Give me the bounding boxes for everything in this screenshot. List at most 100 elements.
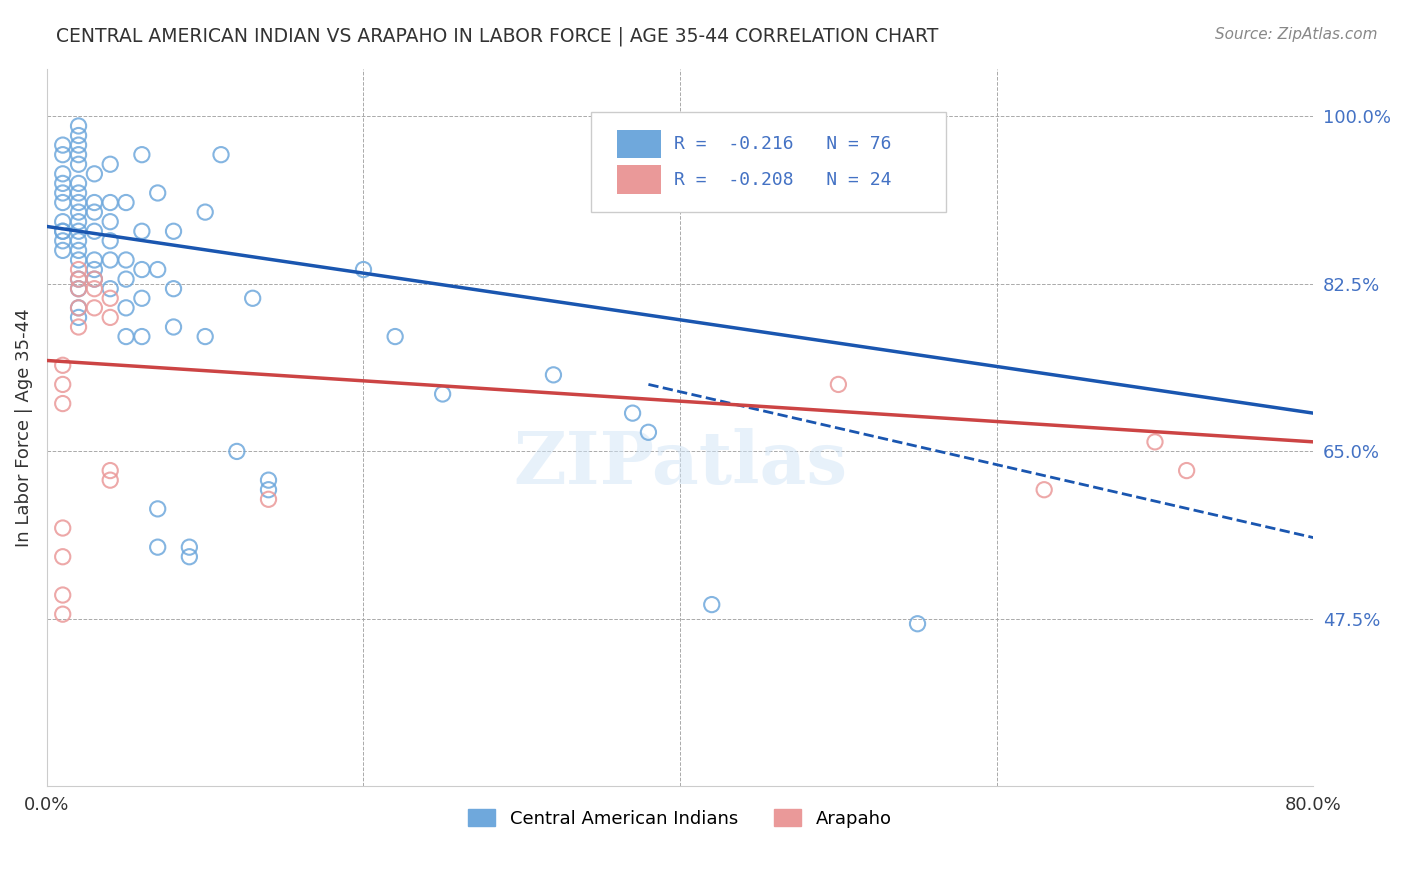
Point [67,252,90,267]
Point [98,282,121,296]
Point [131,291,153,305]
Point [67,215,90,229]
Text: R =  -0.216   N = 76: R = -0.216 N = 76 [673,135,891,153]
Point [52,359,75,373]
Point [179,540,201,554]
Point [52,167,75,181]
Text: Source: ZipAtlas.com: Source: ZipAtlas.com [1215,27,1378,42]
Point [621,406,644,420]
Point [98,195,121,210]
Point [83,252,105,267]
Point [52,147,75,161]
Point [131,224,153,238]
Point [67,177,90,191]
Point [98,310,121,325]
Point [1143,434,1166,449]
Point [98,252,121,267]
Point [384,329,406,343]
Point [98,473,121,487]
Y-axis label: In Labor Force | Age 35-44: In Labor Force | Age 35-44 [15,309,32,547]
Point [67,272,90,286]
Point [83,272,105,286]
Point [52,177,75,191]
Point [131,262,153,277]
Point [83,282,105,296]
Point [52,521,75,535]
Point [83,167,105,181]
Point [162,224,184,238]
Legend: Central American Indians, Arapaho: Central American Indians, Arapaho [461,802,898,835]
Point [115,252,138,267]
Point [67,224,90,238]
Point [67,234,90,248]
Point [52,186,75,200]
Text: CENTRAL AMERICAN INDIAN VS ARAPAHO IN LABOR FORCE | AGE 35-44 CORRELATION CHART: CENTRAL AMERICAN INDIAN VS ARAPAHO IN LA… [56,27,939,46]
Point [67,272,90,286]
Point [67,310,90,325]
Point [67,262,90,277]
Point [146,186,169,200]
FancyBboxPatch shape [617,129,661,158]
Point [146,501,169,516]
Point [52,549,75,564]
Point [83,262,105,277]
Point [98,234,121,248]
Point [115,195,138,210]
Point [83,301,105,315]
Point [131,147,153,161]
Point [353,262,375,277]
Point [432,387,454,401]
Point [83,195,105,210]
Point [83,205,105,219]
Point [146,262,169,277]
Point [67,119,90,133]
Point [907,616,929,631]
Point [52,224,75,238]
Point [52,138,75,153]
Point [67,282,90,296]
Point [257,473,280,487]
Point [67,138,90,153]
Point [67,186,90,200]
Point [83,224,105,238]
Point [67,147,90,161]
Point [209,147,232,161]
Text: ZIPatlas: ZIPatlas [513,428,848,499]
Point [52,234,75,248]
Point [52,224,75,238]
Point [52,588,75,602]
FancyBboxPatch shape [617,165,661,194]
Point [242,291,264,305]
Point [67,157,90,171]
Point [131,329,153,343]
Point [543,368,565,382]
Point [67,301,90,315]
Point [115,301,138,315]
Point [637,425,659,440]
Point [52,215,75,229]
Point [700,598,723,612]
Point [1033,483,1056,497]
Point [98,291,121,305]
Point [194,329,217,343]
Point [179,549,201,564]
Point [67,320,90,334]
Point [67,301,90,315]
Point [98,157,121,171]
Point [1175,464,1198,478]
Point [162,320,184,334]
Point [146,540,169,554]
Point [67,282,90,296]
Point [98,215,121,229]
Text: R =  -0.208   N = 24: R = -0.208 N = 24 [673,170,891,189]
Point [52,195,75,210]
Point [257,492,280,507]
Point [98,464,121,478]
Point [67,195,90,210]
Point [52,377,75,392]
Point [52,244,75,258]
Point [67,205,90,219]
FancyBboxPatch shape [592,112,946,212]
Point [115,272,138,286]
Point [194,205,217,219]
